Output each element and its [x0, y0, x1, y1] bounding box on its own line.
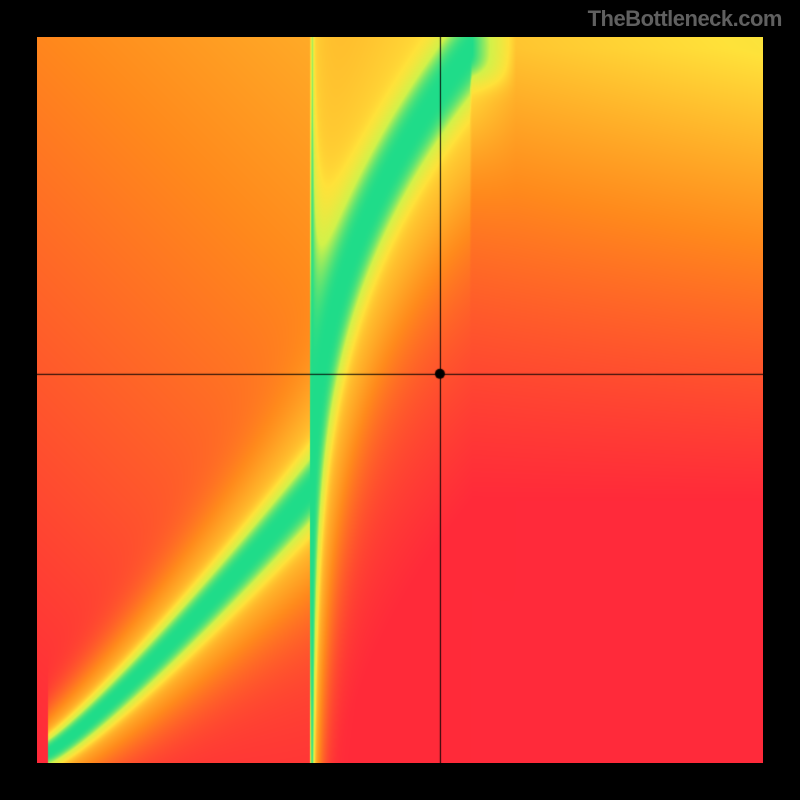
chart-container: TheBottleneck.com	[0, 0, 800, 800]
watermark-text: TheBottleneck.com	[588, 6, 782, 32]
bottleneck-heatmap	[37, 37, 763, 763]
